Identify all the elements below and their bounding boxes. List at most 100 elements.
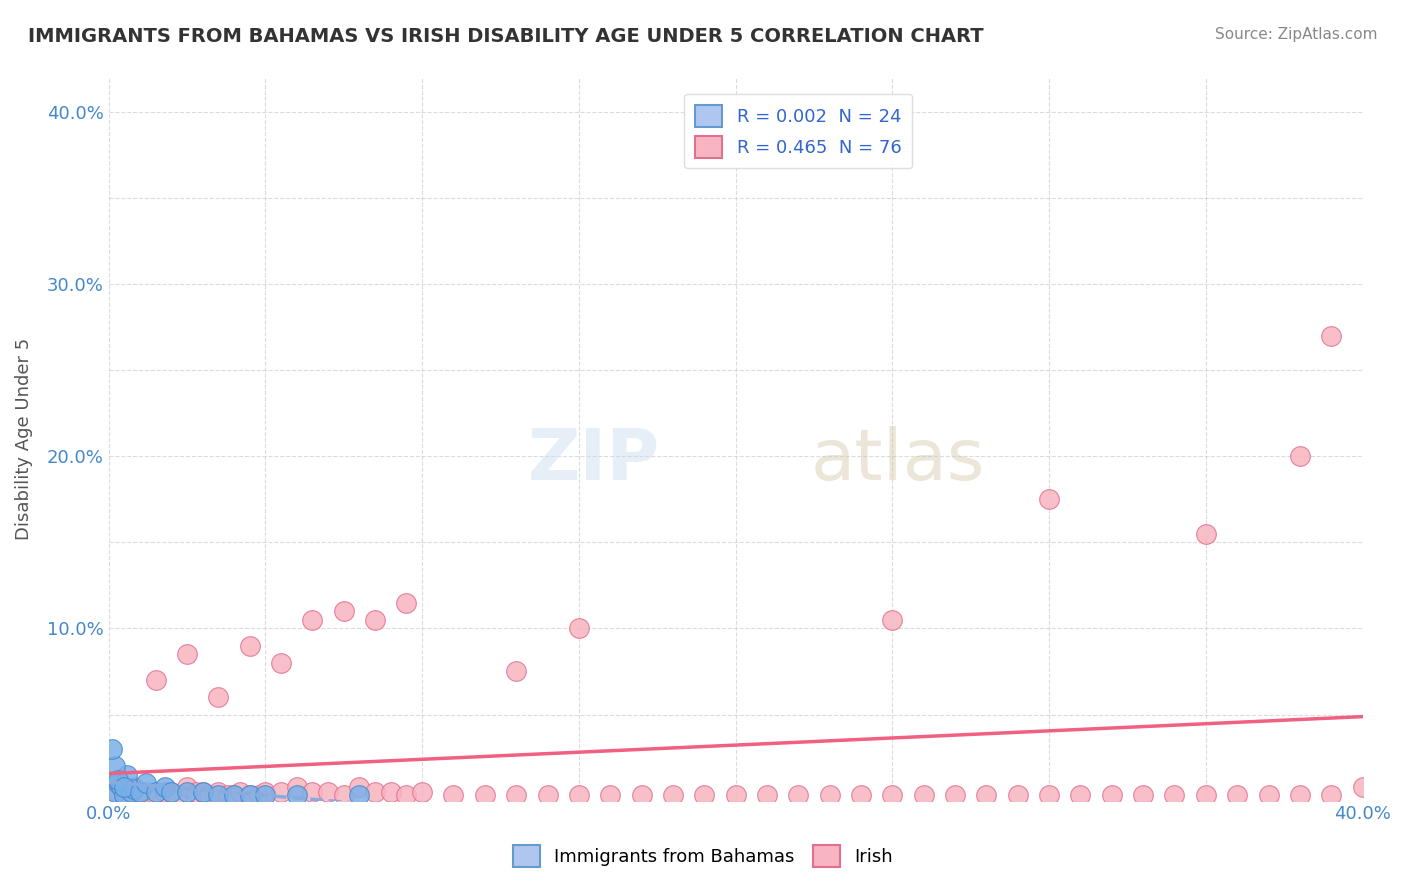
Point — [1351, 780, 1374, 794]
Point — [536, 789, 558, 803]
Point — [100, 742, 122, 756]
Point — [630, 789, 652, 803]
Point — [943, 789, 966, 803]
Point — [474, 789, 496, 803]
Point — [568, 622, 591, 636]
Point — [176, 647, 198, 661]
Point — [380, 785, 402, 799]
Point — [976, 789, 998, 803]
Point — [1038, 789, 1060, 803]
Point — [1038, 492, 1060, 507]
Text: ZIP: ZIP — [529, 426, 661, 495]
Point — [217, 789, 239, 803]
Point — [153, 785, 176, 799]
Point — [395, 789, 418, 803]
Point — [270, 785, 292, 799]
Point — [145, 785, 167, 799]
Point — [411, 785, 433, 799]
Point — [153, 780, 176, 794]
Point — [104, 759, 127, 773]
Point — [1163, 789, 1185, 803]
Text: IMMIGRANTS FROM BAHAMAS VS IRISH DISABILITY AGE UNDER 5 CORRELATION CHART: IMMIGRANTS FROM BAHAMAS VS IRISH DISABIL… — [28, 27, 984, 45]
Point — [254, 785, 277, 799]
Point — [724, 789, 747, 803]
Point — [599, 789, 621, 803]
Point — [1195, 526, 1218, 541]
Point — [107, 776, 129, 790]
Point — [316, 785, 339, 799]
Point — [191, 785, 214, 799]
Point — [112, 789, 135, 803]
Point — [239, 789, 262, 803]
Point — [160, 785, 183, 799]
Point — [818, 789, 841, 803]
Point — [129, 785, 152, 799]
Point — [120, 785, 142, 799]
Point — [145, 789, 167, 803]
Point — [270, 656, 292, 670]
Point — [207, 789, 229, 803]
Point — [301, 785, 323, 799]
Point — [301, 613, 323, 627]
Point — [112, 780, 135, 794]
Point — [135, 785, 157, 799]
Point — [285, 780, 308, 794]
Point — [1257, 789, 1279, 803]
Y-axis label: Disability Age Under 5: Disability Age Under 5 — [15, 338, 32, 541]
Point — [364, 613, 387, 627]
Point — [1289, 449, 1312, 463]
Point — [104, 785, 127, 799]
Point — [882, 789, 904, 803]
Point — [568, 789, 591, 803]
Point — [395, 596, 418, 610]
Point — [110, 780, 132, 794]
Point — [186, 785, 208, 799]
Point — [1320, 328, 1343, 343]
Point — [332, 789, 354, 803]
Point — [222, 789, 245, 803]
Point — [135, 776, 157, 790]
Point — [349, 789, 371, 803]
Point — [285, 789, 308, 803]
Point — [443, 789, 465, 803]
Point — [207, 785, 229, 799]
Point — [849, 789, 872, 803]
Point — [239, 639, 262, 653]
Point — [1226, 789, 1249, 803]
Point — [349, 780, 371, 794]
Point — [662, 789, 685, 803]
Point — [364, 785, 387, 799]
Point — [207, 690, 229, 705]
Point — [166, 789, 188, 803]
Point — [787, 789, 810, 803]
Point — [117, 768, 139, 782]
Point — [912, 789, 935, 803]
Point — [107, 772, 129, 787]
Point — [129, 785, 152, 799]
Point — [1007, 789, 1029, 803]
Point — [1320, 789, 1343, 803]
Point — [693, 789, 716, 803]
Point — [1132, 789, 1154, 803]
Point — [1289, 789, 1312, 803]
Point — [882, 613, 904, 627]
Point — [229, 785, 252, 799]
Point — [254, 789, 277, 803]
Legend: R = 0.002  N = 24, R = 0.465  N = 76: R = 0.002 N = 24, R = 0.465 N = 76 — [685, 94, 912, 169]
Point — [505, 665, 527, 679]
Point — [332, 604, 354, 618]
Point — [112, 789, 135, 803]
Point — [122, 781, 145, 796]
Point — [1101, 789, 1123, 803]
Point — [505, 789, 527, 803]
Point — [191, 785, 214, 799]
Point — [247, 789, 270, 803]
Point — [176, 780, 198, 794]
Text: atlas: atlas — [811, 426, 986, 495]
Point — [239, 789, 262, 803]
Point — [1069, 789, 1091, 803]
Text: Source: ZipAtlas.com: Source: ZipAtlas.com — [1215, 27, 1378, 42]
Point — [755, 789, 778, 803]
Point — [160, 785, 183, 799]
Legend: Immigrants from Bahamas, Irish: Immigrants from Bahamas, Irish — [506, 838, 900, 874]
